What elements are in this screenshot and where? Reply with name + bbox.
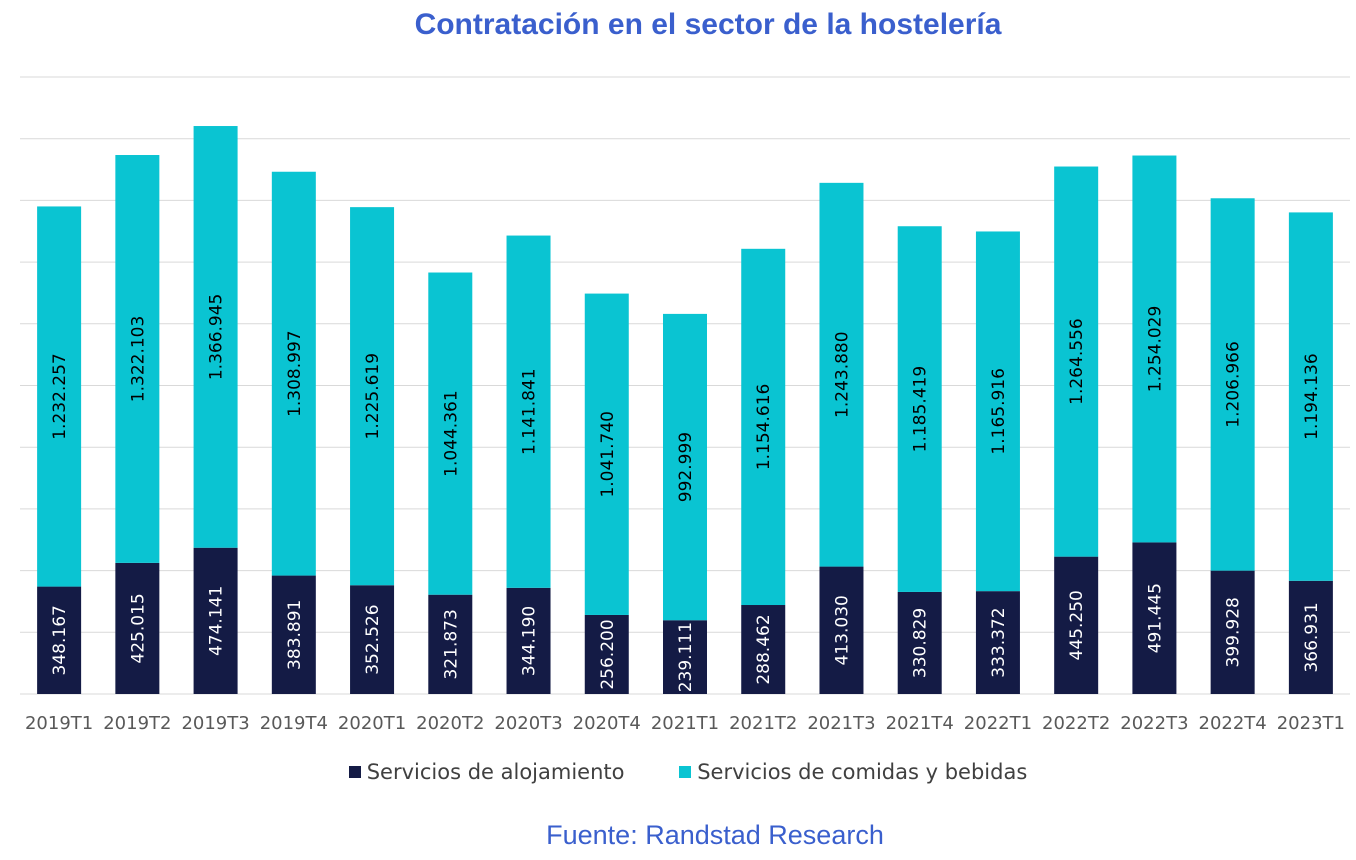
bar-comidas-2023T1	[1288, 212, 1333, 581]
x-tick-label-2019T1: 2019T1	[25, 713, 93, 734]
bar-comidas-2022T2	[1054, 166, 1099, 557]
bar-comidas-2022T3	[1132, 155, 1177, 543]
bar-alojamiento-2022T1	[975, 591, 1020, 694]
x-tick-label-2022T4: 2022T4	[1199, 713, 1267, 734]
data-label-alojamiento-2021T3: 413.030	[832, 595, 852, 665]
bar-comidas-2022T4	[1210, 198, 1255, 571]
data-label-comidas-2022T1: 1.165.916	[989, 368, 1009, 455]
legend-label-comidas: Servicios de comidas y bebidas	[697, 760, 1028, 784]
data-label-comidas-2022T4: 1.206.966	[1224, 341, 1244, 428]
bar-alojamiento-2019T4	[271, 575, 316, 694]
data-labels: 348.167 1.232.257 425.015 1.322.103 474.141 1…	[50, 294, 1322, 693]
chart-plot-area: 348.167 1.232.257 425.015 1.322.103 474.141 1…	[20, 76, 1350, 734]
data-label-comidas-2020T2: 1.044.361	[441, 390, 461, 477]
data-label-alojamiento-2019T3: 474.141	[207, 586, 227, 656]
legend-item-comidas: Servicios de comidas y bebidas	[679, 760, 1027, 784]
bar-alojamiento-2019T2	[115, 562, 160, 694]
bar-comidas-2021T2	[741, 248, 786, 606]
bars	[37, 126, 1333, 694]
data-label-alojamiento-2021T2: 288.462	[754, 614, 774, 684]
x-tick-label-2021T4: 2021T4	[886, 713, 954, 734]
data-label-alojamiento-2023T1: 366.931	[1302, 602, 1322, 672]
data-label-alojamiento-2020T3: 344.190	[520, 606, 540, 676]
data-label-alojamiento-2021T4: 330.829	[911, 608, 931, 678]
x-tick-label-2019T2: 2019T2	[103, 713, 171, 734]
data-label-alojamiento-2020T4: 256.200	[598, 619, 618, 689]
bar-comidas-2020T2	[428, 272, 473, 595]
bar-comidas-2020T3	[506, 235, 551, 588]
bar-comidas-2022T1	[975, 231, 1020, 592]
bar-comidas-2019T3	[193, 126, 238, 548]
data-label-alojamiento-2020T1: 352.526	[363, 604, 383, 674]
x-tick-label-2022T1: 2022T1	[964, 713, 1032, 734]
data-label-alojamiento-2021T1: 239.111	[676, 622, 696, 692]
bar-alojamiento-2022T4	[1210, 570, 1255, 694]
x-tick-label-2022T3: 2022T3	[1120, 713, 1188, 734]
data-label-comidas-2019T3: 1.366.945	[207, 294, 227, 381]
data-label-alojamiento-2019T2: 425.015	[128, 593, 148, 663]
legend-swatch-comidas	[679, 766, 692, 778]
bar-alojamiento-2022T2	[1054, 556, 1099, 694]
data-label-alojamiento-2022T1: 333.372	[989, 607, 1009, 677]
x-tick-label-2019T3: 2019T3	[181, 713, 249, 734]
bar-comidas-2020T1	[350, 207, 395, 586]
x-tick-label-2023T1: 2023T1	[1277, 713, 1345, 734]
data-label-alojamiento-2022T3: 491.445	[1145, 583, 1165, 653]
data-label-comidas-2021T4: 1.185.419	[911, 366, 931, 453]
bar-comidas-2019T4	[271, 171, 316, 576]
data-label-comidas-2020T4: 1.041.740	[598, 411, 618, 498]
bar-alojamiento-2019T3	[193, 547, 238, 694]
bar-alojamiento-2021T4	[897, 591, 942, 694]
data-label-comidas-2019T1: 1.232.257	[50, 353, 70, 440]
x-tick-label-2020T2: 2020T2	[416, 713, 484, 734]
data-label-alojamiento-2022T2: 445.250	[1067, 590, 1087, 660]
x-tick-labels: 2019T1 2019T2 2019T3 2019T4 2020T1 2020T2 2020…	[25, 713, 1345, 734]
bar-comidas-2021T1	[663, 313, 707, 621]
bar-alojamiento-2021T1	[663, 620, 707, 694]
x-tick-label-2021T2: 2021T2	[729, 713, 797, 734]
data-label-alojamiento-2019T1: 348.167	[50, 605, 70, 675]
data-label-alojamiento-2019T4: 383.891	[285, 600, 305, 670]
data-label-alojamiento-2022T4: 399.928	[1224, 597, 1244, 667]
bar-comidas-2021T3	[819, 182, 864, 567]
bar-alojamiento-2023T1	[1288, 580, 1333, 694]
x-tick-label-2020T3: 2020T3	[494, 713, 562, 734]
source-note: Fuente: Randstad Research	[546, 820, 884, 850]
bar-alojamiento-2020T3	[506, 587, 551, 694]
legend-label-alojamiento: Servicios de alojamiento	[366, 760, 625, 784]
bar-comidas-2021T4	[897, 226, 942, 592]
bar-alojamiento-2021T2	[741, 605, 786, 694]
data-label-comidas-2021T3: 1.243.880	[832, 331, 852, 418]
bar-alojamiento-2019T1	[37, 586, 82, 694]
bar-alojamiento-2020T1	[350, 585, 395, 694]
data-label-alojamiento-2020T2: 321.873	[441, 609, 461, 679]
data-label-comidas-2021T2: 1.154.616	[754, 384, 774, 471]
legend-item-alojamiento: Servicios de alojamiento	[348, 760, 625, 784]
data-label-comidas-2022T3: 1.254.029	[1145, 306, 1165, 393]
bar-comidas-2019T1	[37, 206, 82, 587]
data-label-comidas-2019T4: 1.308.997	[285, 330, 305, 417]
x-tick-label-2019T4: 2019T4	[260, 713, 328, 734]
data-label-comidas-2019T2: 1.322.103	[128, 316, 148, 403]
data-label-comidas-2022T2: 1.264.556	[1067, 318, 1087, 405]
bar-alojamiento-2020T2	[428, 594, 473, 694]
bar-alojamiento-2022T3	[1132, 542, 1177, 694]
x-tick-label-2020T1: 2020T1	[338, 713, 406, 734]
data-label-comidas-2020T1: 1.225.619	[363, 353, 383, 440]
x-tick-label-2020T4: 2020T4	[573, 713, 641, 734]
bar-alojamiento-2021T3	[819, 566, 864, 694]
legend: Servicios de alojamiento Servicios de co…	[0, 760, 1356, 784]
bar-alojamiento-2020T4	[584, 614, 629, 694]
legend-swatch-alojamiento	[348, 766, 361, 778]
x-tick-label-2021T3: 2021T3	[807, 713, 875, 734]
bar-comidas-2019T2	[115, 155, 160, 563]
x-tick-label-2022T2: 2022T2	[1042, 713, 1110, 734]
data-label-comidas-2020T3: 1.141.841	[520, 368, 540, 455]
data-label-comidas-2021T1: 992.999	[676, 432, 696, 502]
x-tick-label-2021T1: 2021T1	[651, 713, 719, 734]
chart-title: Contratación en el sector de la hosteler…	[414, 8, 1002, 41]
data-label-comidas-2023T1: 1.194.136	[1302, 353, 1322, 440]
bar-comidas-2020T4	[584, 293, 629, 615]
